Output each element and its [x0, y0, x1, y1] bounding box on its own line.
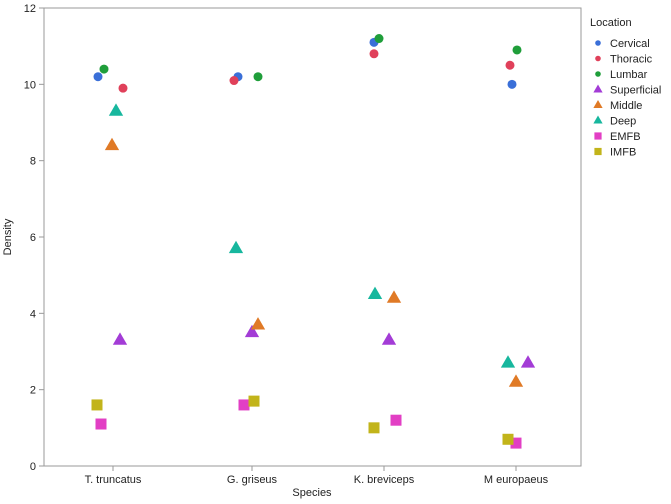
data-point: [507, 79, 517, 89]
plot-frame: [43, 7, 582, 467]
x-axis-title: Species: [292, 487, 332, 499]
legend-marker: [594, 147, 602, 156]
legend-entry-label: IMFB: [610, 147, 636, 159]
data-point: [374, 34, 384, 44]
data-point: [367, 286, 383, 299]
data-point: [248, 395, 260, 407]
data-point: [520, 355, 536, 368]
y-tick-label: 6: [30, 232, 36, 244]
y-tick-label: 8: [30, 156, 36, 168]
legend-entry-label: Cervical: [610, 38, 650, 50]
data-point: [512, 45, 522, 55]
data-point: [91, 399, 103, 411]
legend-entry-label: Thoracic: [610, 54, 653, 66]
y-axis: 0 2 4 6 8 10 12: [24, 3, 44, 473]
data-point: [244, 324, 260, 338]
data-point: [118, 83, 128, 93]
legend: Location Cervical Thoracic Lumbar Superfici…: [590, 17, 661, 159]
data-point: [386, 290, 402, 303]
data-point: [390, 414, 402, 426]
legend-marker: [593, 84, 603, 93]
legend-marker: [595, 40, 601, 46]
data-point: [510, 437, 522, 449]
data-point: [112, 332, 128, 345]
data-point: [369, 49, 379, 59]
data-point: [95, 418, 107, 430]
legend-entry-label: Lumbar: [610, 69, 648, 81]
data-point: [508, 374, 524, 387]
data-point: [229, 76, 239, 86]
data-points: [91, 34, 536, 449]
y-tick-label: 4: [30, 308, 36, 320]
y-tick-label: 2: [30, 385, 36, 397]
data-point: [502, 433, 514, 445]
data-point: [381, 332, 397, 345]
data-point: [238, 399, 250, 411]
legend-entry-label: EMFB: [610, 131, 641, 143]
legend-entry-label: Superficial: [610, 85, 661, 97]
y-tick-label: 12: [24, 3, 36, 15]
y-tick-label: 0: [30, 461, 36, 473]
data-point: [253, 72, 263, 82]
data-point: [500, 355, 516, 368]
legend-marker: [595, 71, 601, 77]
legend-marker: [594, 132, 602, 140]
legend-title: Location: [590, 17, 632, 29]
legend-marker: [595, 55, 601, 62]
data-point: [93, 72, 103, 82]
legend-entry-label: Deep: [610, 116, 636, 128]
y-axis-title: Density: [2, 218, 14, 255]
x-tick-label: M europaeus: [484, 474, 549, 486]
y-tick-label: 10: [24, 79, 36, 91]
x-axis: T. truncatus G. griseus K. breviceps M euro…: [85, 466, 549, 486]
data-point: [99, 64, 109, 74]
data-point: [108, 103, 124, 116]
data-point: [505, 60, 515, 70]
legend-marker: [593, 100, 603, 109]
x-tick-label: K. breviceps: [354, 474, 415, 486]
data-point: [250, 317, 266, 330]
legend-marker: [593, 115, 603, 124]
x-tick-label: G. griseus: [227, 474, 278, 486]
legend-entry-label: Middle: [610, 100, 642, 112]
data-point: [104, 137, 120, 151]
x-tick-label: T. truncatus: [85, 474, 142, 486]
data-point: [368, 422, 380, 434]
data-point: [228, 240, 244, 254]
